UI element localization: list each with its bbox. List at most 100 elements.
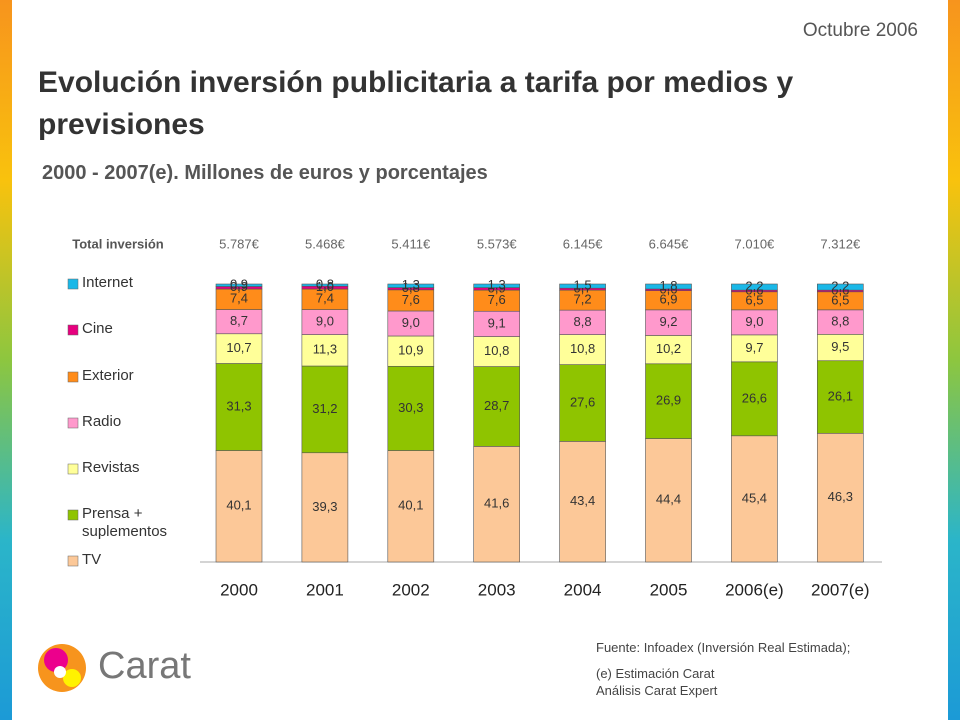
x-tick-label: 2001	[306, 580, 344, 599]
value-label: 1,3	[488, 277, 506, 292]
bar-segment	[731, 435, 778, 563]
legend-label: Prensa + suplementos	[82, 505, 168, 540]
totals-label: Total inversión	[72, 236, 164, 251]
date: Octubre 2006	[802, 20, 918, 41]
bar-segment	[645, 335, 692, 365]
value-label: 9,1	[488, 315, 506, 330]
value-label: 31,3	[226, 398, 251, 413]
value-label: 9,7	[745, 340, 763, 355]
x-tick-label: 2006(e)	[725, 580, 784, 599]
value-label: 6,5	[831, 292, 849, 307]
total-label: 6.145€	[563, 236, 604, 251]
value-label: 31,2	[312, 401, 337, 416]
legend-label: Internet	[82, 274, 133, 291]
x-tick-label: 2000	[220, 580, 258, 599]
x-tick-label: 2004	[564, 580, 602, 599]
right-stripe	[948, 0, 960, 720]
value-label: 6,9	[659, 292, 677, 307]
value-label: 1,5	[574, 278, 592, 293]
value-label: 39,3	[312, 499, 337, 514]
analysis: Análisis Carat Expert	[596, 683, 718, 698]
total-label: 7.010€	[735, 236, 776, 251]
bar-segment	[816, 283, 864, 291]
value-label: 1,3	[402, 277, 420, 292]
value-label: 1,0	[316, 279, 334, 294]
legend-swatch	[67, 417, 79, 429]
bar-segment	[645, 283, 692, 290]
bar-segment	[473, 336, 521, 367]
bar-segment	[387, 310, 435, 337]
bar-segment	[473, 283, 521, 288]
value-label: 8,8	[574, 314, 592, 329]
title: Evolución inversión publicitaria a tarif…	[38, 66, 794, 141]
bar-segment	[816, 360, 864, 434]
value-label: 28,7	[484, 398, 509, 413]
value-label: 6,5	[745, 292, 763, 307]
value-label: 7,4	[230, 291, 248, 306]
logo-mark	[38, 644, 86, 692]
total-label: 5.411€	[391, 236, 431, 251]
bar-segment	[215, 450, 263, 563]
value-label: 7,2	[574, 292, 592, 307]
value-label: 43,4	[570, 493, 595, 508]
legend-label: Cine	[82, 320, 113, 337]
value-label: 7,6	[488, 292, 506, 307]
legend-swatch	[67, 509, 79, 521]
bar-segment	[559, 283, 606, 289]
value-label: 45,4	[742, 490, 767, 505]
bar-segment	[387, 365, 435, 451]
bar-segment	[645, 438, 692, 563]
value-label: 26,1	[828, 388, 853, 403]
bar-segment	[645, 363, 692, 439]
logo-text: Carat	[98, 645, 191, 687]
legend-label: TV	[82, 551, 102, 568]
source: Fuente: Infoadex (Inversión Real Estimad…	[596, 640, 851, 655]
x-tick-label: 2002	[392, 580, 430, 599]
bar-segment	[559, 334, 606, 365]
bar-segment	[473, 366, 521, 447]
value-label: 7,6	[402, 292, 420, 307]
total-label: 6.645€	[649, 236, 690, 251]
value-label: 10,8	[570, 341, 595, 356]
legend-swatch	[67, 463, 79, 475]
value-label: 10,8	[484, 343, 509, 358]
value-label: 26,6	[742, 390, 767, 405]
bar-segment	[731, 334, 778, 363]
value-label: 40,1	[398, 498, 423, 513]
bar-segment	[301, 365, 349, 454]
value-label: 9,0	[402, 315, 420, 330]
bar-segment	[387, 450, 435, 563]
subtitle: 2000 - 2007(e). Millones de euros y porc…	[42, 162, 488, 184]
value-label: 40,1	[226, 498, 251, 513]
bar-segment	[816, 309, 864, 335]
value-label: 46,3	[828, 489, 853, 504]
value-label: 41,6	[484, 496, 509, 511]
value-label: 44,4	[656, 492, 681, 507]
value-label: 10,7	[226, 340, 251, 355]
value-label: 7,4	[316, 291, 334, 306]
legend-swatch	[67, 324, 79, 336]
bar-segment	[301, 309, 349, 335]
value-label: 26,9	[656, 393, 681, 408]
value-label: 9,0	[316, 314, 334, 329]
value-label: 10,2	[656, 341, 681, 356]
bar-segment	[387, 283, 435, 288]
left-stripe	[0, 0, 12, 720]
total-label: 5.787€	[219, 236, 260, 251]
bar-segment	[301, 334, 349, 367]
bar-segment	[215, 309, 263, 335]
value-label: 30,3	[398, 400, 423, 415]
total-label: 5.468€	[305, 236, 346, 251]
bar-segment	[473, 310, 521, 337]
legend-swatch	[67, 278, 79, 290]
value-label: 27,6	[570, 394, 595, 409]
value-label: 0,9	[230, 277, 248, 292]
total-label: 7.312€	[820, 236, 861, 251]
bar-segment	[387, 335, 435, 367]
value-label: 8,8	[831, 314, 849, 329]
value-label: 11,3	[313, 342, 337, 357]
x-tick-label: 2007(e)	[811, 580, 870, 599]
x-tick-label: 2005	[650, 580, 688, 599]
